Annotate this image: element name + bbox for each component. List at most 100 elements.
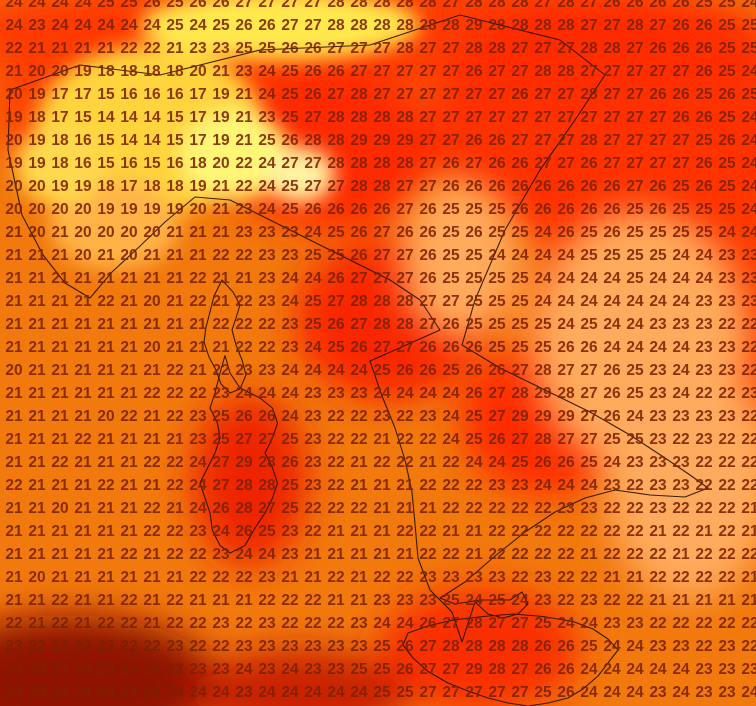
svg-text:27: 27 (626, 86, 643, 103)
svg-text:22: 22 (718, 316, 735, 333)
svg-text:23: 23 (649, 385, 667, 402)
svg-text:23: 23 (672, 477, 690, 494)
svg-text:21: 21 (350, 592, 368, 609)
svg-text:24: 24 (189, 477, 207, 494)
svg-text:24: 24 (741, 0, 756, 11)
svg-text:24: 24 (626, 661, 644, 678)
svg-text:27: 27 (258, 0, 275, 11)
svg-text:21: 21 (28, 293, 46, 310)
svg-text:21: 21 (603, 569, 621, 586)
svg-text:24: 24 (557, 270, 575, 287)
svg-text:21: 21 (51, 431, 69, 448)
svg-text:27: 27 (373, 63, 390, 80)
svg-text:21: 21 (189, 316, 207, 333)
svg-text:22: 22 (304, 592, 321, 609)
svg-text:26: 26 (603, 201, 621, 218)
svg-text:21: 21 (51, 362, 69, 379)
svg-text:22: 22 (626, 477, 643, 494)
svg-text:27: 27 (442, 109, 459, 126)
svg-text:21: 21 (74, 293, 92, 310)
svg-text:26: 26 (488, 132, 506, 149)
svg-text:23: 23 (258, 224, 276, 241)
svg-text:24: 24 (5, 0, 23, 11)
svg-text:23: 23 (304, 431, 322, 448)
svg-text:16: 16 (120, 155, 138, 172)
svg-text:24: 24 (626, 638, 644, 655)
svg-text:23: 23 (350, 615, 368, 632)
svg-text:22: 22 (718, 546, 735, 563)
svg-text:22: 22 (626, 500, 643, 517)
svg-text:26: 26 (304, 86, 322, 103)
svg-text:21: 21 (28, 362, 46, 379)
svg-text:23: 23 (189, 431, 207, 448)
svg-text:21: 21 (120, 523, 138, 540)
svg-text:24: 24 (143, 684, 161, 701)
svg-text:22: 22 (741, 546, 756, 563)
svg-text:23: 23 (51, 661, 69, 678)
svg-text:21: 21 (373, 477, 391, 494)
svg-text:28: 28 (327, 0, 345, 11)
svg-text:28: 28 (396, 40, 414, 57)
svg-text:22: 22 (695, 615, 712, 632)
svg-text:25: 25 (166, 17, 184, 34)
svg-text:25: 25 (465, 316, 483, 333)
svg-text:27: 27 (373, 270, 390, 287)
svg-text:23: 23 (258, 109, 276, 126)
svg-text:23: 23 (281, 523, 299, 540)
svg-text:23: 23 (281, 546, 299, 563)
svg-text:21: 21 (672, 546, 690, 563)
svg-text:27: 27 (580, 362, 597, 379)
svg-text:18: 18 (28, 109, 46, 126)
svg-text:15: 15 (166, 132, 184, 149)
svg-text:20: 20 (74, 201, 91, 218)
svg-text:21: 21 (28, 431, 46, 448)
svg-text:25: 25 (327, 224, 345, 241)
svg-text:21: 21 (212, 201, 230, 218)
svg-text:26: 26 (603, 224, 621, 241)
svg-text:27: 27 (212, 454, 229, 471)
svg-text:23: 23 (258, 661, 276, 678)
svg-text:26: 26 (626, 0, 644, 11)
svg-text:23: 23 (281, 638, 299, 655)
svg-text:22: 22 (304, 615, 321, 632)
svg-text:28: 28 (396, 17, 414, 34)
svg-text:27: 27 (557, 362, 574, 379)
svg-text:24: 24 (281, 385, 299, 402)
svg-text:27: 27 (511, 362, 528, 379)
svg-text:22: 22 (143, 454, 160, 471)
svg-text:23: 23 (695, 316, 713, 333)
svg-text:27: 27 (580, 408, 597, 425)
svg-text:19: 19 (28, 132, 46, 149)
svg-text:27: 27 (419, 178, 436, 195)
svg-text:23: 23 (580, 500, 598, 517)
svg-text:21: 21 (97, 40, 115, 57)
svg-text:26: 26 (695, 17, 713, 34)
svg-text:23: 23 (534, 569, 552, 586)
svg-text:25: 25 (488, 339, 506, 356)
svg-text:23: 23 (741, 270, 756, 287)
svg-text:23: 23 (718, 408, 736, 425)
svg-text:25: 25 (534, 684, 552, 701)
svg-text:26: 26 (534, 201, 552, 218)
svg-text:21: 21 (74, 500, 92, 517)
svg-text:21: 21 (51, 546, 69, 563)
svg-text:21: 21 (74, 362, 92, 379)
svg-text:22: 22 (396, 523, 413, 540)
svg-text:21: 21 (5, 316, 23, 333)
svg-text:28: 28 (557, 17, 575, 34)
svg-text:27: 27 (419, 155, 436, 172)
svg-text:26: 26 (396, 224, 414, 241)
svg-text:21: 21 (28, 40, 46, 57)
svg-text:21: 21 (28, 316, 46, 333)
svg-text:24: 24 (557, 247, 575, 264)
svg-text:23: 23 (189, 40, 207, 57)
svg-text:26: 26 (603, 178, 621, 195)
svg-text:23: 23 (281, 247, 299, 264)
svg-text:24: 24 (580, 615, 598, 632)
svg-text:22: 22 (488, 523, 505, 540)
svg-text:22: 22 (718, 385, 735, 402)
svg-text:24: 24 (373, 385, 391, 402)
svg-text:28: 28 (511, 17, 529, 34)
svg-text:22: 22 (120, 638, 137, 655)
svg-text:24: 24 (258, 63, 276, 80)
